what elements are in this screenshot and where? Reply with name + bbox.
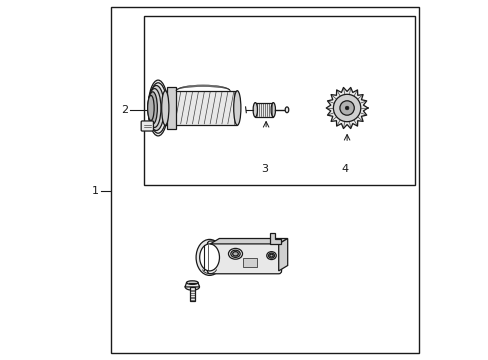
Ellipse shape <box>253 103 257 117</box>
FancyBboxPatch shape <box>207 241 281 274</box>
Ellipse shape <box>333 94 360 122</box>
Ellipse shape <box>228 248 242 259</box>
Polygon shape <box>185 283 199 287</box>
Polygon shape <box>210 239 287 244</box>
Ellipse shape <box>232 252 238 256</box>
Ellipse shape <box>230 250 240 257</box>
Bar <box>189 287 194 301</box>
Bar <box>143 16 415 185</box>
Ellipse shape <box>270 103 275 117</box>
Ellipse shape <box>148 92 157 124</box>
Bar <box>255 103 273 117</box>
Bar <box>167 87 176 129</box>
Ellipse shape <box>269 254 273 257</box>
Ellipse shape <box>233 91 241 125</box>
Ellipse shape <box>148 86 164 131</box>
Polygon shape <box>278 239 287 271</box>
Text: 2: 2 <box>121 105 128 115</box>
Text: 1: 1 <box>92 186 99 196</box>
Ellipse shape <box>285 107 288 113</box>
Ellipse shape <box>149 83 167 133</box>
Ellipse shape <box>148 89 161 127</box>
Ellipse shape <box>266 252 276 260</box>
Ellipse shape <box>196 239 223 275</box>
Ellipse shape <box>162 91 168 125</box>
Ellipse shape <box>199 244 219 271</box>
Ellipse shape <box>268 253 274 258</box>
Ellipse shape <box>147 95 154 121</box>
Bar <box>165 91 237 125</box>
Ellipse shape <box>148 80 168 136</box>
Ellipse shape <box>339 101 354 115</box>
Polygon shape <box>269 233 280 244</box>
FancyBboxPatch shape <box>141 121 153 131</box>
Bar <box>242 258 257 267</box>
Ellipse shape <box>186 281 198 284</box>
Ellipse shape <box>185 284 199 290</box>
Text: 3: 3 <box>260 164 267 174</box>
Bar <box>111 7 418 353</box>
Polygon shape <box>325 87 367 129</box>
Text: 4: 4 <box>341 164 348 174</box>
Ellipse shape <box>345 106 348 110</box>
